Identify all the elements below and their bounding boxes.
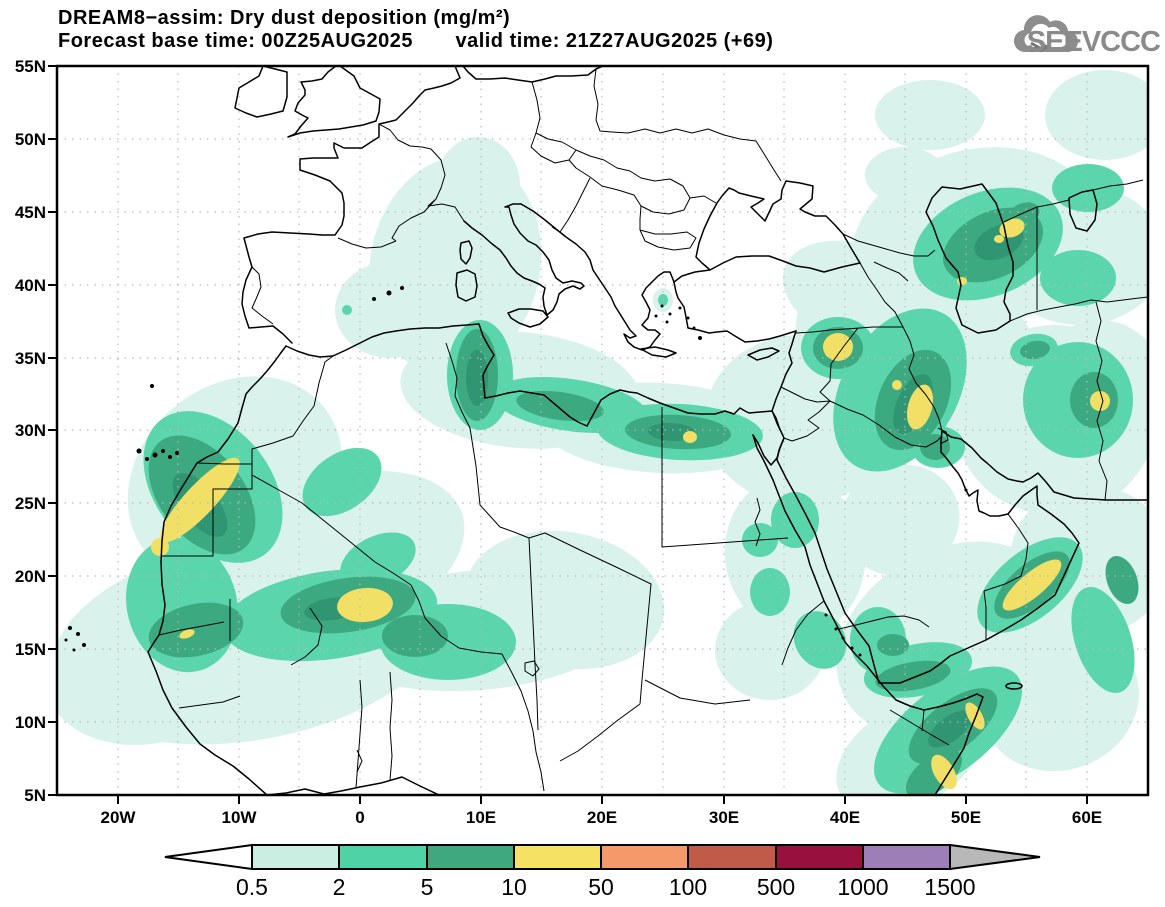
- colorbar-label: 1500: [924, 874, 975, 900]
- lat-tick-label: 10N: [15, 713, 46, 732]
- colorbar-label: 100: [669, 874, 707, 900]
- colorbar-underflow-arrow: [164, 843, 253, 871]
- lat-tick-label: 35N: [15, 349, 46, 368]
- colorbar-label: 2: [333, 874, 346, 900]
- dust-level-10-50: [151, 218, 1110, 790]
- lat-tick-label: 55N: [15, 57, 46, 76]
- lat-tick-label: 20N: [15, 567, 46, 586]
- coast-caspian-sea: [925, 183, 1014, 334]
- colorbar-segment: [687, 844, 777, 870]
- coast-arabia: [776, 430, 1080, 684]
- colorbar-label: 50: [588, 874, 614, 900]
- island-sicily: [507, 308, 549, 328]
- lat-tick-label: 40N: [15, 276, 46, 295]
- coast-aral-sea: [1068, 189, 1098, 232]
- lon-tick-label: 10W: [222, 808, 258, 827]
- colorbar-segment: [251, 844, 340, 870]
- coastlines: [64, 67, 1147, 794]
- coast-black-sea: [673, 180, 861, 283]
- coast-ireland: [234, 67, 288, 118]
- lat-tick-label: 5N: [24, 786, 46, 805]
- island-cyprus: [747, 347, 780, 361]
- coast-italy-east: [504, 203, 585, 316]
- colorbar-label: 1000: [837, 874, 888, 900]
- lon-tick-label: 50E: [951, 808, 981, 827]
- page-title: DREAM8−assim: Dry dust deposition (mg/m²…: [58, 7, 511, 29]
- island-sardinia: [455, 269, 478, 302]
- colorbar-segment: [862, 844, 951, 870]
- colorbar-label: 10: [501, 874, 527, 900]
- coast-great-britain: [287, 67, 381, 138]
- coast-iberia-france: [241, 67, 461, 344]
- lat-tick-label: 50N: [15, 130, 46, 149]
- page-subtitle: Forecast base time: 00Z25AUG2025 valid t…: [58, 30, 774, 52]
- lon-tick-label: 10E: [466, 808, 496, 827]
- colorbar-segment: [513, 844, 602, 870]
- coast-gulf-of-guinea: [269, 776, 439, 794]
- lat-tick-label: 25N: [15, 494, 46, 513]
- island-socotra: [1005, 682, 1023, 690]
- island-corsica: [459, 240, 473, 265]
- colorbar-segment: [338, 844, 428, 870]
- island-dots: [64, 286, 968, 657]
- lat-tick-label: 15N: [15, 640, 46, 659]
- lon-tick-label: 40E: [830, 808, 860, 827]
- colorbar-label: 0.5: [236, 874, 268, 900]
- logo-text: SEEVCCC: [1027, 26, 1161, 58]
- lon-tick-label: 60E: [1072, 808, 1102, 827]
- coast-levant: [771, 330, 797, 412]
- latitude-axis: 55N 50N 45N 40N 35N 30N 25N 20N 15N 10N …: [15, 57, 57, 805]
- colorbar-label: 5: [421, 874, 434, 900]
- country-borders: [158, 68, 1147, 792]
- colorbar-segment: [426, 844, 515, 870]
- cloud-icon: [1013, 15, 1079, 53]
- colorbar-overflow-arrow: [949, 843, 1041, 871]
- colorbar-segment: [775, 844, 864, 870]
- coast-red-sea-africa-horn: [752, 434, 984, 794]
- seevccc-logo: SEEVCCC: [1013, 15, 1162, 58]
- island-crete: [640, 346, 677, 358]
- coast-turkey-south: [673, 281, 797, 343]
- coast-adriatic-greece: [520, 203, 675, 351]
- longitude-axis: 20W 10W 0 10E 20E 30E 40E 50E 60E: [101, 795, 1102, 827]
- graticule-grid: [58, 67, 1147, 794]
- lon-tick-label: 0: [355, 808, 364, 827]
- colorbar-label: 500: [757, 874, 795, 900]
- lon-tick-label: 20W: [101, 808, 137, 827]
- lon-tick-label: 20E: [587, 808, 617, 827]
- colorbar-segment: [600, 844, 689, 870]
- coast-africa-mediterranean: [285, 323, 773, 427]
- coast-italy-west: [463, 220, 548, 316]
- colorbar: 0.5 2 5 10 50 100 500 1000 1500: [164, 843, 1041, 900]
- coast-africa-atlantic: [147, 345, 287, 794]
- coast-persian-gulf-iran: [941, 430, 1147, 501]
- lat-tick-label: 30N: [15, 421, 46, 440]
- lon-tick-label: 30E: [709, 808, 739, 827]
- lat-tick-label: 45N: [15, 203, 46, 222]
